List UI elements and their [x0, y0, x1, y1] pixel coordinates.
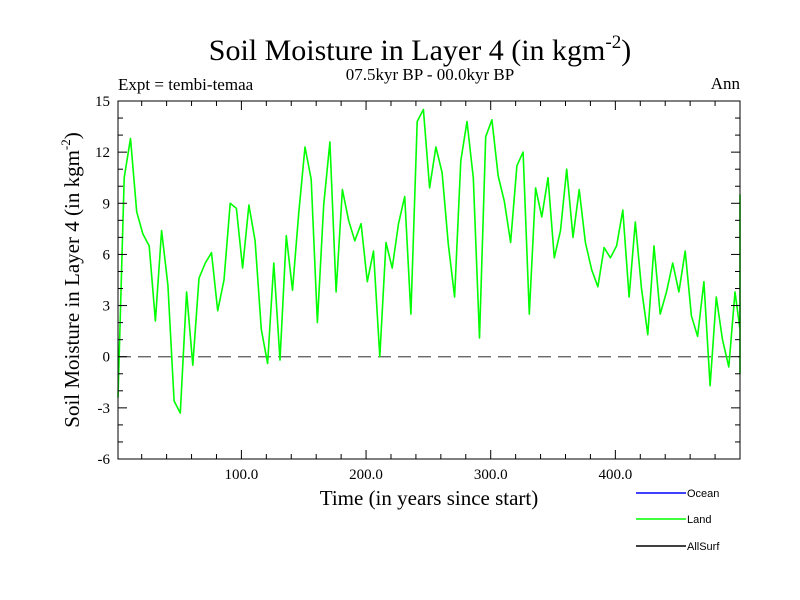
series-line-land: [117, 108, 741, 414]
y-axis-label: Soil Moisture in Layer 4 (in kgm-2): [58, 132, 84, 427]
y-tick-label: 3: [103, 299, 111, 315]
plot-frame: [117, 100, 741, 460]
season-label: Ann: [711, 74, 741, 93]
y-axis-label-close: ): [60, 132, 84, 139]
y-tick-label: 0: [103, 350, 111, 366]
y-axis-label-superscript: -2: [58, 139, 73, 150]
legend-label-allsurf: AllSurf: [687, 541, 720, 553]
y-tick-label: -6: [98, 452, 111, 468]
chart-subtitle: 07.5kyr BP - 00.0kyr BP: [346, 65, 514, 84]
chart-title-superscript: -2: [605, 32, 621, 53]
legend-label-ocean: Ocean: [687, 488, 719, 500]
x-tick-label: 100.0: [225, 467, 259, 483]
axis-ticks: -6 -3 0 3 6 9 12 15 100.0 200.0 300.0 400.0: [95, 94, 740, 483]
y-tick-label: 9: [103, 196, 111, 212]
x-tick-label: 400.0: [598, 467, 632, 483]
chart-title-close: ): [621, 34, 631, 67]
legend: Ocean Land AllSurf: [636, 488, 720, 553]
y-tick-label: 12: [95, 145, 110, 161]
y-tick-label: 15: [95, 94, 110, 110]
x-tick-label: 200.0: [349, 467, 383, 483]
y-tick-label: 6: [103, 247, 111, 263]
plot-area: -6 -3 0 3 6 9 12 15 100.0 200.0 300.0 400.0: [95, 94, 741, 483]
legend-label-land: Land: [687, 514, 711, 526]
y-tick-label: -3: [98, 401, 111, 417]
experiment-label: Expt = tembi-temaa: [118, 75, 254, 94]
chart-title: Soil Moisture in Layer 4 (in kgm-2): [209, 32, 631, 67]
x-axis-label: Time (in years since start): [320, 486, 539, 510]
x-tick-label: 300.0: [474, 467, 508, 483]
